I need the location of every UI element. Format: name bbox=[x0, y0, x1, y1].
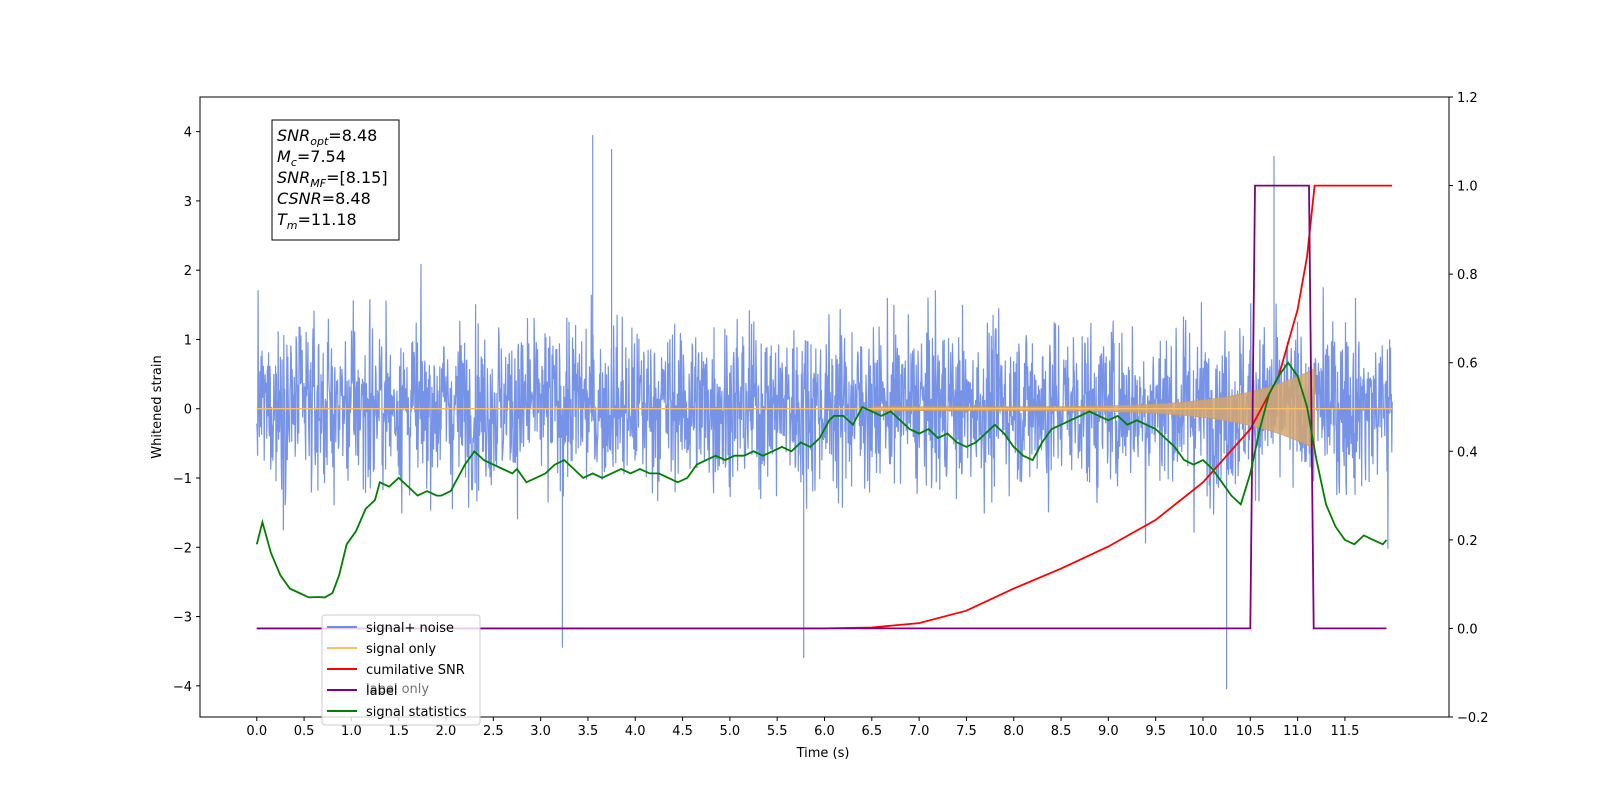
y-tick-label: −2 bbox=[173, 541, 192, 556]
x-tick-label: 9.5 bbox=[1145, 724, 1166, 739]
x-tick-label: 8.0 bbox=[1003, 724, 1024, 739]
right-y-tick-label: 0.8 bbox=[1457, 268, 1478, 283]
x-tick-label: 1.0 bbox=[341, 724, 362, 739]
cumulative-snr-series bbox=[256, 184, 1393, 630]
legend-entry-label: cumilative SNR bbox=[366, 663, 465, 678]
signal-noise-series bbox=[256, 135, 1393, 690]
y-axis-ticks: −4 −3 −2 −1 0 1 2 3 4 bbox=[173, 126, 200, 695]
legend-entry-label: signal statistics bbox=[366, 705, 467, 720]
y-tick-label: 2 bbox=[184, 264, 192, 279]
right-y-tick-label: 0.4 bbox=[1457, 445, 1478, 460]
right-y-tick-label: 1.2 bbox=[1457, 91, 1478, 106]
x-tick-label: 7.5 bbox=[956, 724, 977, 739]
annotation-line: Mc=7.54 bbox=[277, 147, 346, 169]
annotation-line: CSNR=8.48 bbox=[277, 189, 371, 208]
right-y-tick-label: 0.6 bbox=[1457, 357, 1478, 372]
x-tick-label: 4.5 bbox=[672, 724, 693, 739]
y-tick-label: −3 bbox=[173, 611, 192, 626]
legend-entry-label: signal+ noise bbox=[366, 621, 454, 636]
annotation-line: SNRopt=8.48 bbox=[277, 126, 377, 148]
x-tick-label: 1.5 bbox=[388, 724, 409, 739]
y-tick-label: −4 bbox=[173, 680, 192, 695]
x-tick-label: 7.0 bbox=[909, 724, 930, 739]
y-axis-label: Whitened strain bbox=[150, 355, 165, 458]
x-tick-label: 10.5 bbox=[1236, 724, 1265, 739]
x-axis-ticks: 0.0 0.5 1.0 1.5 2.0 2.5 3.0 3.5 4.0 4.5 5.0 5.5 6.0 6… bbox=[246, 717, 1359, 739]
right-y-axis-ticks: −0.2 0.0 0.2 0.4 0.6 0.8 1.0 1.2 bbox=[1449, 91, 1489, 726]
signal-statistics-series bbox=[255, 361, 1388, 599]
legend: label only signal+ noise signal only cumila… bbox=[321, 614, 481, 726]
right-y-tick-label: −0.2 bbox=[1457, 711, 1489, 726]
x-tick-label: 5.5 bbox=[767, 724, 788, 739]
x-tick-label: 3.5 bbox=[578, 724, 599, 739]
y-tick-label: 0 bbox=[184, 403, 192, 418]
label-series bbox=[256, 184, 1387, 630]
right-y-tick-label: 1.0 bbox=[1457, 180, 1478, 195]
legend-overlapped-text: label only bbox=[366, 682, 429, 697]
x-tick-label: 0.5 bbox=[294, 724, 315, 739]
x-tick-label: 3.0 bbox=[530, 724, 551, 739]
x-tick-label: 2.5 bbox=[483, 724, 504, 739]
x-tick-label: 2.0 bbox=[436, 724, 457, 739]
legend-entry-label: signal only bbox=[366, 642, 436, 657]
plot-area bbox=[255, 135, 1393, 690]
x-tick-label: 8.5 bbox=[1051, 724, 1072, 739]
x-tick-label: 6.5 bbox=[861, 724, 882, 739]
x-tick-label: 4.0 bbox=[625, 724, 646, 739]
legend-frame bbox=[321, 614, 481, 726]
right-y-tick-label: 0.2 bbox=[1457, 534, 1478, 549]
x-tick-label: 9.0 bbox=[1098, 724, 1119, 739]
x-tick-label: 0.0 bbox=[246, 724, 267, 739]
annotation-line: SNRMF=[8.15] bbox=[277, 168, 388, 190]
x-tick-label: 10.0 bbox=[1189, 724, 1218, 739]
x-tick-label: 11.5 bbox=[1330, 724, 1359, 739]
y-tick-label: 3 bbox=[184, 195, 192, 210]
y-tick-label: −1 bbox=[173, 472, 192, 487]
y-tick-label: 1 bbox=[184, 333, 192, 348]
right-y-tick-label: 0.0 bbox=[1457, 622, 1478, 637]
legend-entry-label: label bbox=[366, 684, 397, 699]
x-tick-label: 6.0 bbox=[814, 724, 835, 739]
annotation-line: Tm=11.18 bbox=[277, 210, 357, 232]
x-tick-label: 5.0 bbox=[720, 724, 741, 739]
x-tick-label: 11.0 bbox=[1283, 724, 1312, 739]
y-tick-label: 4 bbox=[184, 126, 192, 141]
annotation-frame bbox=[271, 119, 400, 241]
x-axis-label: Time (s) bbox=[796, 746, 850, 761]
